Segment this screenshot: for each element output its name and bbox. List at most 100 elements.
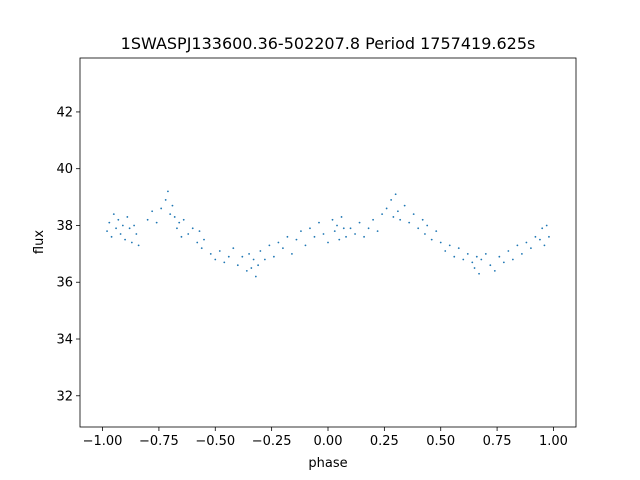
data-point <box>412 213 415 216</box>
data-point <box>493 269 496 272</box>
data-point <box>338 238 341 241</box>
data-point <box>191 227 194 230</box>
chart-title: 1SWASPJ133600.36-502207.8 Period 1757419… <box>121 34 536 53</box>
data-point <box>336 224 338 227</box>
data-point <box>198 230 201 233</box>
data-point <box>480 258 483 261</box>
data-point <box>430 238 433 241</box>
data-point <box>268 244 271 247</box>
data-point <box>548 235 550 238</box>
data-point <box>313 235 316 238</box>
data-point <box>106 230 108 233</box>
data-point <box>257 264 260 267</box>
data-point <box>286 235 289 238</box>
y-tick-label: 40 <box>56 162 73 177</box>
data-point <box>439 241 442 244</box>
data-point <box>507 250 510 252</box>
data-point <box>444 250 447 252</box>
data-point <box>471 261 474 264</box>
x-axis-label: phase <box>308 456 347 471</box>
data-point <box>245 269 248 272</box>
data-point <box>363 235 365 238</box>
data-point <box>227 255 230 258</box>
data-point <box>448 244 451 247</box>
data-point <box>126 216 129 218</box>
x-tick-label: −1.00 <box>83 434 123 449</box>
data-point <box>309 227 311 230</box>
data-point <box>295 238 298 241</box>
x-tick-label: 0.50 <box>426 434 455 449</box>
data-point <box>223 261 226 264</box>
data-point <box>390 199 393 201</box>
data-point <box>300 230 302 233</box>
data-point <box>372 218 374 221</box>
data-point <box>241 255 244 258</box>
data-point <box>516 244 519 247</box>
data-point <box>408 221 411 224</box>
data-point <box>345 235 347 238</box>
x-tick-label: −0.75 <box>139 434 179 449</box>
data-point <box>322 233 325 235</box>
y-tick-label: 38 <box>56 219 73 234</box>
data-point <box>133 224 136 227</box>
data-point <box>541 227 544 230</box>
y-tick-label: 34 <box>56 333 73 348</box>
data-point <box>263 258 266 261</box>
x-tick-label: −0.50 <box>195 434 235 449</box>
data-point <box>272 255 275 258</box>
data-point <box>112 213 115 216</box>
data-point <box>489 264 492 267</box>
y-tick-label: 42 <box>56 105 73 120</box>
data-point <box>349 227 352 230</box>
data-point <box>394 193 397 196</box>
x-tick-label: 0.00 <box>314 434 343 449</box>
x-tick-label: 1.00 <box>539 434 568 449</box>
data-point <box>331 218 334 221</box>
x-axis-ticks: −1.00 −0.75 −0.50 −0.25 0.00 0.25 0.50 0.75 1.00 <box>83 427 568 449</box>
data-point <box>340 216 343 218</box>
data-point <box>146 218 149 221</box>
data-point <box>457 247 460 250</box>
data-point <box>137 244 140 247</box>
data-point <box>453 255 456 258</box>
data-point <box>435 230 438 233</box>
data-point <box>376 230 379 233</box>
data-point <box>167 190 169 193</box>
x-tick-label: 0.75 <box>483 434 512 449</box>
data-point <box>333 230 336 233</box>
data-point <box>151 210 154 213</box>
y-tick-label: 36 <box>56 276 73 291</box>
data-point <box>466 252 469 255</box>
data-point <box>358 221 361 224</box>
data-point <box>187 233 190 235</box>
data-point <box>498 255 501 258</box>
data-point <box>534 235 537 238</box>
data-point <box>385 207 388 210</box>
data-point <box>248 252 250 255</box>
data-point <box>396 210 399 213</box>
data-point <box>399 218 402 221</box>
data-point <box>135 233 138 235</box>
data-point <box>342 227 345 230</box>
data-point <box>160 207 163 210</box>
data-point <box>478 272 480 275</box>
data-point <box>124 238 126 241</box>
data-point <box>354 233 356 235</box>
data-point <box>473 267 476 269</box>
data-point <box>209 252 212 255</box>
data-point <box>196 241 199 244</box>
data-point <box>169 213 172 216</box>
x-tick-label: −0.25 <box>252 434 292 449</box>
data-point <box>511 258 514 261</box>
data-point <box>176 227 178 230</box>
data-point <box>403 204 406 207</box>
data-point <box>254 275 257 278</box>
data-point <box>462 258 465 261</box>
data-point <box>367 227 370 230</box>
data-point <box>543 244 546 247</box>
data-point <box>327 241 329 244</box>
data-point <box>252 258 255 261</box>
